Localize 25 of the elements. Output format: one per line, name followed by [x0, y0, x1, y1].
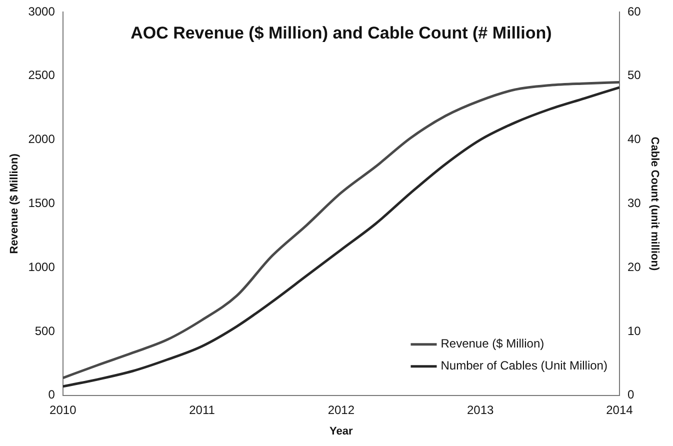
y2-tick-label: 20	[627, 260, 642, 274]
y-tick-label: 2000	[28, 132, 56, 146]
y2-tick-label: 40	[627, 132, 642, 146]
y-tick-label: 0	[48, 388, 56, 402]
y2-tick-label: 10	[627, 324, 642, 338]
legend-label: Revenue ($ Million)	[440, 336, 544, 351]
y-tick-label: 3000	[28, 4, 56, 18]
y2-tick-label: 60	[627, 4, 642, 18]
x-axis-title: Year	[330, 425, 354, 438]
y2-tick-label: 0	[627, 388, 634, 402]
y-tick-label: 500	[34, 324, 56, 338]
x-tick-label: 2010	[50, 402, 77, 417]
x-tick-label: 2014	[606, 402, 634, 417]
y2-tick-label: 50	[627, 68, 642, 82]
x-tick-label: 2013	[466, 402, 494, 417]
y-tick-label: 1500	[28, 196, 56, 210]
y-tick-label: 2500	[28, 68, 56, 82]
x-tick-label: 2011	[189, 402, 216, 417]
legend-label: Number of Cables (Unit Million)	[440, 358, 608, 373]
y2-axis-title: Cable Count (unit million)	[648, 136, 660, 271]
x-tick-label: 2012	[328, 402, 355, 417]
y2-tick-label: 30	[627, 196, 642, 210]
y-axis-title: Revenue ($ Million)	[8, 153, 21, 254]
y-tick-label: 1000	[28, 260, 56, 274]
text: AOC Revenue ($ Million) and Cable Count (# Million)	[130, 24, 552, 43]
